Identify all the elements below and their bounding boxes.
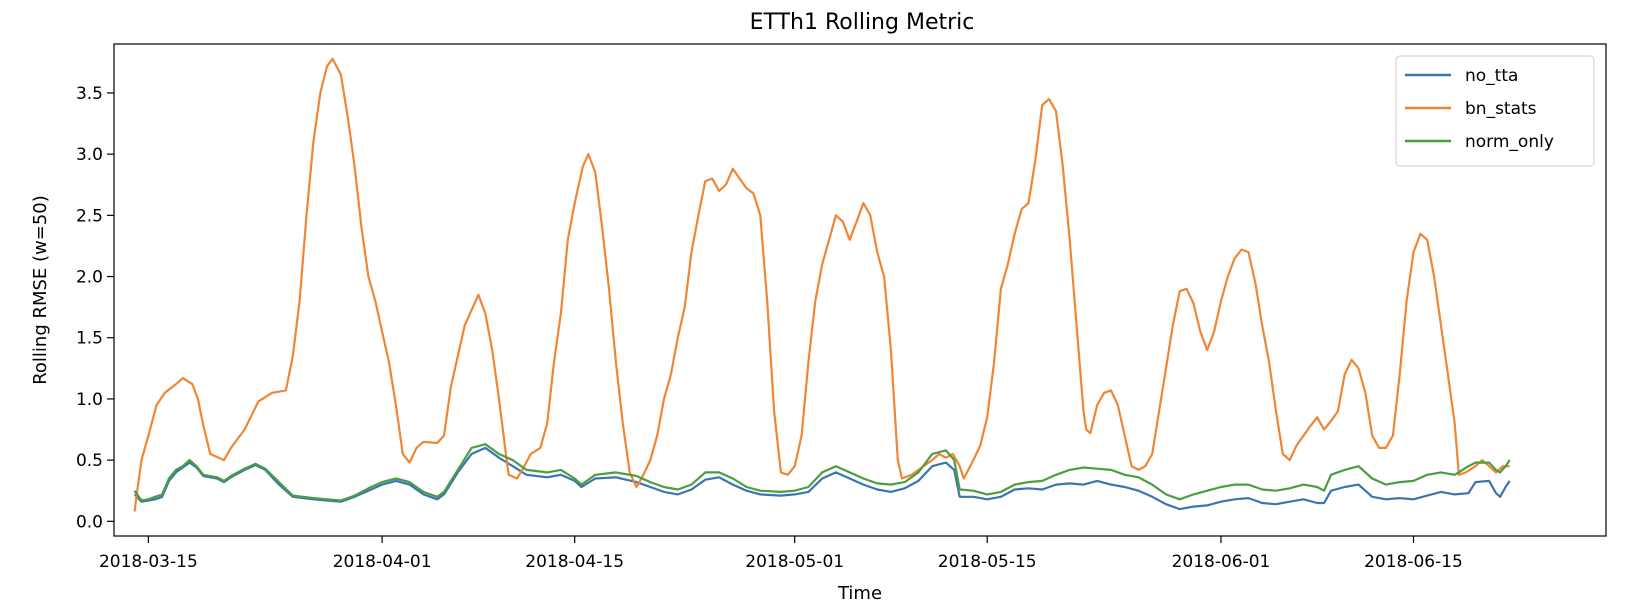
x-tick-label: 2018-04-15: [525, 552, 624, 572]
y-tick-label: 0.5: [76, 451, 103, 471]
plot-frame: [113, 43, 1607, 537]
legend: no_tta bn_stats norm_only: [1395, 55, 1595, 167]
series-line-bn-stats: [133, 57, 1510, 512]
legend-box: [1395, 55, 1595, 167]
x-tick-label: 2018-05-15: [938, 552, 1037, 572]
y-tick-label: 1.5: [76, 329, 103, 349]
x-tick-label: 2018-06-15: [1364, 552, 1463, 572]
x-tick-label: 2018-03-15: [99, 552, 198, 572]
legend-label-norm-only: norm_only: [1465, 132, 1554, 152]
y-tick-label: 0.0: [76, 512, 103, 532]
series-line-norm-only: [133, 443, 1511, 502]
legend-label-no-tta: no_tta: [1465, 66, 1518, 86]
y-tick-label: 2.0: [76, 268, 103, 288]
x-tick-label: 2018-06-01: [1172, 552, 1271, 572]
chart-title: ETTh1 Rolling Metric: [750, 10, 975, 35]
x-tick-label: 2018-05-01: [745, 552, 844, 572]
series-line-no-tta: [133, 446, 1511, 511]
y-tick-label: 1.0: [76, 390, 103, 410]
y-tick-label: 3.0: [76, 145, 103, 165]
plot-area: [133, 57, 1511, 512]
legend-label-bn-stats: bn_stats: [1465, 99, 1537, 119]
x-axis-label: Time: [837, 583, 882, 604]
y-tick-label: 2.5: [76, 206, 103, 226]
y-axis-label: Rolling RMSE (w=50): [30, 195, 51, 385]
x-axis: 2018-03-15 2018-04-01 2018-04-15 2018-05-01…: [99, 536, 1463, 572]
y-axis: 0.0 0.5 1.0 1.5 2.0 2.5 3.0 3.5: [76, 84, 114, 532]
y-tick-label: 3.5: [76, 84, 103, 104]
x-tick-label: 2018-04-01: [333, 552, 432, 572]
